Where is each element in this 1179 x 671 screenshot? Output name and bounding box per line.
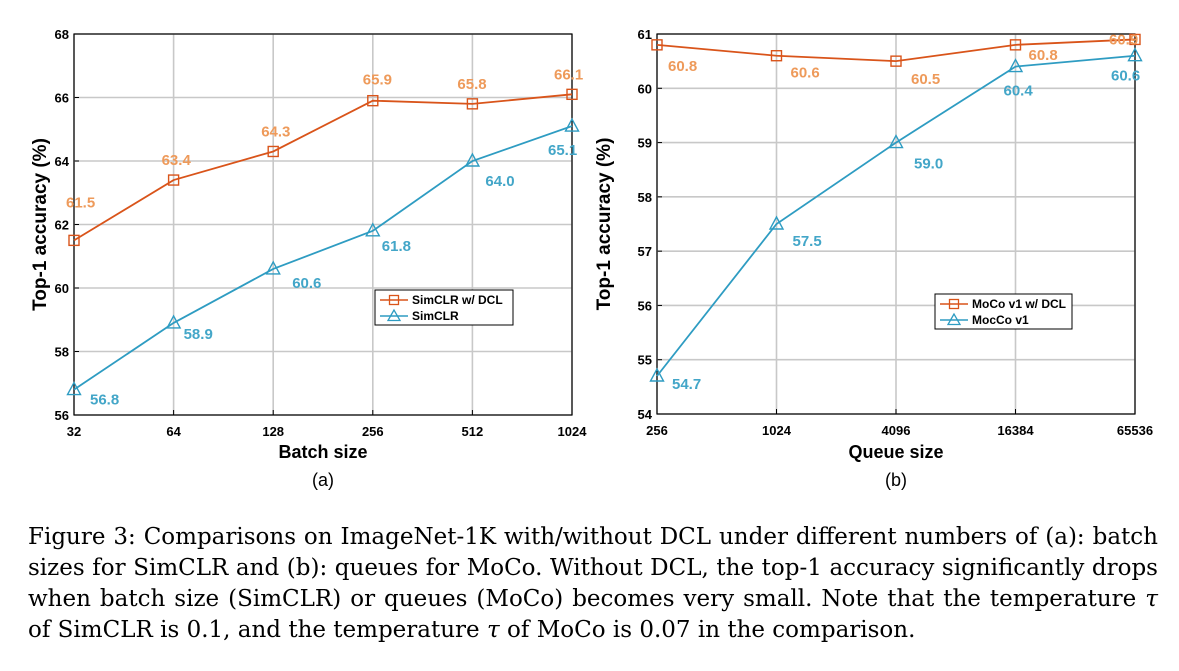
chart0-marker-triangle	[165, 314, 182, 329]
caption-text-1: Figure 3: Comparisons on ImageNet-1K wit…	[28, 524, 1158, 612]
chart0-ytick-label: 56	[55, 408, 69, 423]
chart0-ytick-label: 64	[55, 154, 70, 169]
chart1-legend-marker-square	[948, 298, 960, 310]
chart0-data-label: 61.5	[66, 194, 95, 211]
chart0-y-axis-title: Top-1 accuracy (%)	[30, 138, 51, 311]
chart1-data-label: 54.7	[672, 376, 701, 393]
chart0-xtick-label: 1024	[558, 424, 588, 439]
chart0-data-label: 65.8	[457, 76, 486, 93]
chart1-series-line-0	[656, 38, 1136, 63]
chart1-data-label: 60.6	[791, 65, 820, 82]
chart1-xtick-label: 65536	[1117, 423, 1153, 438]
chart1-series-line-1	[656, 54, 1136, 377]
chart0-xtick-label: 512	[462, 424, 484, 439]
chart0-marker-triangle	[265, 260, 281, 275]
chart1-data-label: 60.5	[911, 71, 940, 88]
chart0-marker-square	[267, 145, 279, 158]
chart1-data-label: 60.9	[1109, 31, 1138, 48]
chart0-marker-square	[566, 88, 578, 101]
chart1-ytick-label: 54	[638, 407, 653, 422]
chart0-data-label: 65.1	[548, 142, 577, 159]
chart1-axes-frame	[656, 33, 1136, 415]
chart0-xtick-label: 64	[166, 424, 181, 439]
chart0-legend-marker-square	[388, 294, 400, 306]
caption-text-3: of MoCo is 0.07 in the comparison.	[499, 617, 916, 643]
chart0-marker-triangle	[66, 381, 82, 396]
chart1-ytick-label: 60	[638, 81, 652, 96]
caption-tau-1: τ	[1145, 586, 1158, 612]
chart0-axes-frame	[73, 33, 573, 416]
chart0-xtick-label: 128	[262, 424, 284, 439]
chart1-marker-triangle	[888, 134, 904, 149]
chart1-ytick-label: 56	[638, 298, 652, 313]
chart0-x-axis-title: Batch size	[278, 442, 367, 462]
chart0-data-label: 56.8	[90, 392, 119, 409]
chart1-marker-square	[770, 50, 783, 62]
chart0-marker-triangle	[564, 117, 580, 132]
chart0-marker-square	[466, 98, 479, 110]
chart0-data-label: 61.8	[382, 238, 411, 255]
chart0-ytick-label: 66	[55, 91, 69, 106]
chart0-ytick-label: 58	[55, 345, 69, 360]
chart0-marker-triangle	[464, 152, 481, 167]
chart0-data-label: 65.9	[363, 72, 392, 89]
chart1-marker-square	[1009, 39, 1022, 51]
chart1-data-label: 60.6	[1111, 68, 1140, 85]
chart0-data-label: 66.1	[554, 66, 583, 83]
chart1-panel-label: (b)	[885, 470, 907, 490]
chart0-data-label: 58.9	[184, 326, 213, 343]
chart1-legend-marker-triangle	[946, 312, 962, 326]
chart1-marker-square	[651, 39, 663, 51]
caption-text-2: of SimCLR is 0.1, and the temperature	[28, 617, 487, 643]
chart0-data-label: 63.4	[162, 152, 192, 169]
chart1-marker-square	[1129, 33, 1141, 46]
chart1-ytick-label: 55	[638, 353, 652, 368]
chart0-legend-marker-triangle	[386, 308, 402, 322]
chart1-data-label: 59.0	[914, 156, 943, 173]
caption-tau-2: τ	[486, 617, 500, 643]
chart1-data-label: 60.8	[1029, 47, 1058, 64]
chart0-ytick-label: 68	[55, 27, 69, 42]
chart1-ytick-label: 58	[638, 190, 652, 205]
chart1-marker-triangle	[768, 215, 785, 230]
chart0-xtick-label: 256	[362, 424, 384, 439]
chart0-series-line-1	[73, 125, 573, 391]
chart0-marker-square	[167, 174, 180, 186]
chart0-series-line-0	[73, 93, 573, 242]
chart1-marker-square	[890, 55, 902, 67]
chart0-marker-square	[68, 234, 80, 247]
chart1-data-label: 60.4	[1004, 83, 1034, 100]
figure-caption: Figure 3: Comparisons on ImageNet-1K wit…	[28, 522, 1158, 646]
chart0-legend-label: SimCLR w/ DCL	[412, 293, 503, 307]
chart0-data-label: 60.6	[292, 275, 321, 292]
chart0-ytick-label: 62	[55, 218, 69, 233]
figure: 56 58 60 62 64 66 68 32 64 128 256 512 1024 61.5 63.4 6…	[30, 27, 1153, 490]
chart1-ytick-label: 61	[638, 27, 652, 42]
chart1-ytick-label: 59	[638, 136, 652, 151]
chart0-legend-label: SimCLR	[412, 309, 459, 323]
chart1-xtick-label: 256	[646, 423, 668, 438]
chart1-legend-label: MocCo v1	[972, 313, 1029, 327]
chart1-marker-triangle	[1007, 58, 1024, 73]
chart1-xtick-label: 4096	[882, 423, 911, 438]
chart0-marker-square	[367, 94, 379, 107]
chart1-data-label: 57.5	[793, 233, 822, 250]
chart1-x-axis-title: Queue size	[848, 442, 943, 462]
chart1-marker-triangle	[1127, 47, 1143, 62]
chart1-y-axis-title: Top-1 accuracy (%)	[594, 138, 615, 311]
chart1-legend-label: MoCo v1 w/ DCL	[972, 297, 1066, 311]
chart1-data-label: 60.8	[668, 58, 697, 75]
chart0-data-label: 64.0	[485, 173, 514, 190]
chart0-panel-label: (a)	[312, 470, 334, 490]
chart1-ytick-label: 57	[638, 244, 652, 259]
chart0-ytick-label: 60	[55, 281, 69, 296]
chart1-marker-triangle	[649, 367, 665, 382]
chart0-marker-triangle	[365, 222, 381, 237]
chart0-xtick-label: 32	[67, 424, 81, 439]
chart0-data-label: 64.3	[261, 123, 290, 140]
chart1-xtick-label: 16384	[997, 423, 1034, 438]
chart1-xtick-label: 1024	[762, 423, 792, 438]
